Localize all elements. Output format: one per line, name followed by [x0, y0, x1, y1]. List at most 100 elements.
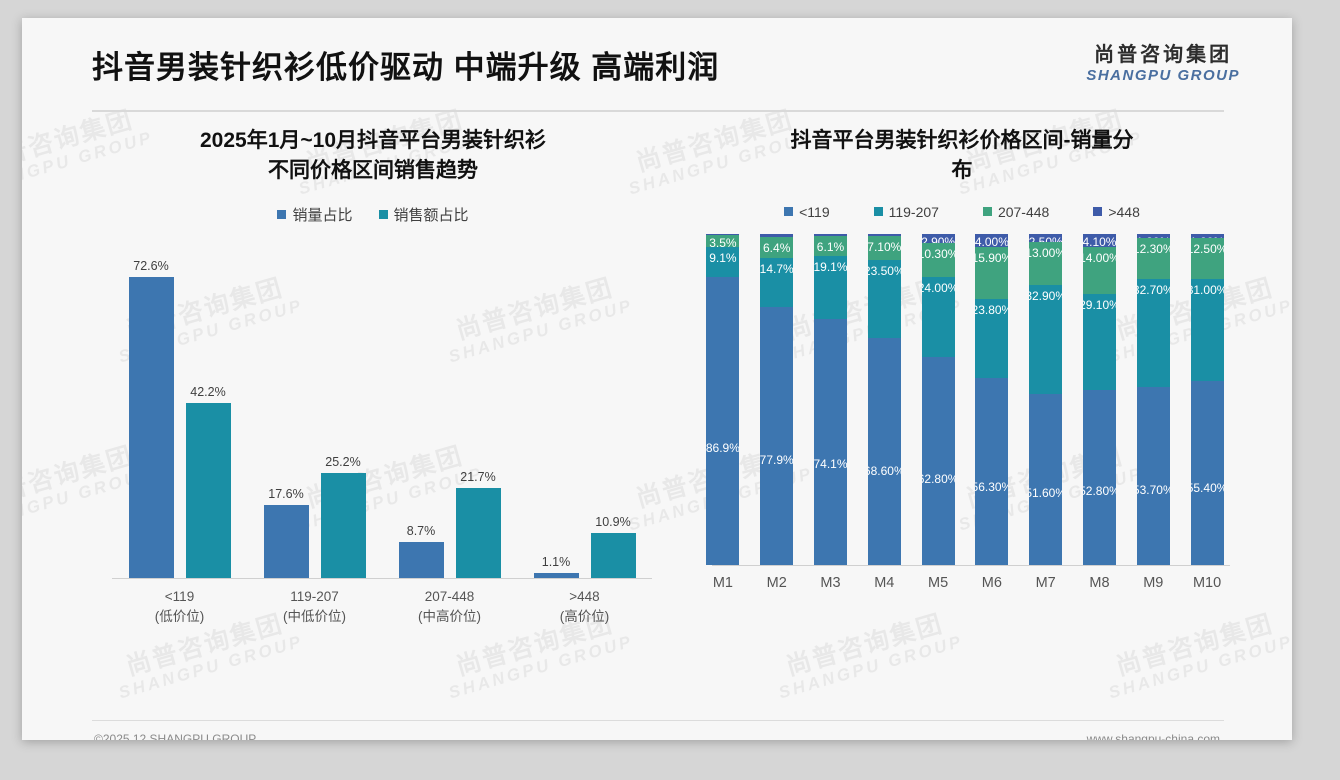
stack-segment[interactable]: 77.9% — [760, 306, 794, 565]
stack-column: 1.20% 12.50% 31.00% 55.40% — [1180, 233, 1234, 565]
stack-segment[interactable]: 86.9% — [706, 276, 740, 565]
bar-value-label: 42.2% — [190, 385, 226, 400]
header-divider — [92, 110, 1224, 112]
stack-segment[interactable]: 32.90% — [1029, 284, 1063, 394]
stacked-bar[interactable]: 0.80% 7.10% 23.50% 68.60% — [867, 233, 901, 565]
stack-segment[interactable]: 13.00% — [1029, 241, 1063, 285]
stack-segment[interactable]: 23.80% — [975, 299, 1009, 379]
stack-segment[interactable]: 62.80% — [921, 356, 955, 565]
stack-segment[interactable]: 2.90% — [921, 233, 955, 244]
stack-value-label: 12.50% — [1191, 241, 1224, 256]
stack-segment[interactable]: 3.5% — [706, 235, 740, 247]
bar-rect[interactable] — [263, 504, 309, 578]
stack-value-label: 56.30% — [975, 479, 1008, 494]
bar-column[interactable]: 72.6% — [128, 247, 174, 578]
legend-item-119[interactable]: <119 — [784, 204, 830, 220]
stacked-bar[interactable]: 0.5%3.5% 9.1% 86.9% — [706, 233, 740, 565]
stacked-bar[interactable]: 2.90% 10.30% 24.00% 62.80% — [921, 233, 955, 565]
bar-rect[interactable] — [128, 277, 174, 578]
stack-segment[interactable]: 10.30% — [921, 243, 955, 278]
bar-rect[interactable] — [185, 403, 231, 578]
stack-segment[interactable]: 2.50% — [1029, 233, 1063, 242]
stack-segment[interactable]: 4.00% — [975, 233, 1009, 247]
stack-segment[interactable]: 12.30% — [1136, 237, 1170, 279]
stacked-bar[interactable]: 4.00% 15.90% 23.80% 56.30% — [975, 233, 1009, 565]
stack-segment[interactable]: 0.7% — [813, 233, 847, 236]
stack-segment[interactable]: 1.30% — [1136, 233, 1170, 238]
stack-value-label: 0.5% — [709, 235, 736, 236]
bar-rect[interactable] — [590, 532, 636, 578]
bar-rect[interactable] — [533, 573, 579, 578]
stack-segment[interactable]: 19.1% — [813, 256, 847, 320]
chart-title-right-line1: 抖音平台男装针织衫价格区间-销量分 — [790, 129, 1134, 152]
stack-segment[interactable]: 7.10% — [867, 236, 901, 260]
legend-item-sales-amount[interactable]: 销售额占比 — [378, 204, 469, 225]
stacked-bar[interactable]: 1.20% 12.50% 31.00% 55.40% — [1190, 233, 1224, 565]
stack-segment[interactable]: 1.20% — [1190, 233, 1224, 238]
stack-value-label: 14.7% — [760, 262, 794, 277]
stacked-bar[interactable]: 1.0% 6.4% 14.7% 77.9% — [760, 233, 794, 565]
legend-label: 119-207 — [888, 203, 939, 220]
stacked-bar[interactable]: 1.30% 12.30% 32.70% 53.70% — [1136, 233, 1170, 565]
stack-segment[interactable]: 9.1% — [706, 246, 740, 277]
stack-segment[interactable]: 4.10% — [1082, 233, 1116, 248]
stack-value-label: 77.9% — [760, 452, 794, 467]
bar-column[interactable]: 8.7% — [398, 247, 444, 578]
legend-item-207-448[interactable]: 207-448 — [982, 204, 1049, 220]
bar-column[interactable]: 10.9% — [590, 247, 636, 578]
stack-column: 4.10% 14.00% 29.10% 52.80% — [1073, 233, 1127, 565]
stack-segment[interactable]: 12.50% — [1190, 237, 1224, 279]
stack-segment[interactable]: 0.80% — [867, 233, 901, 237]
stacked-bar[interactable]: 4.10% 14.00% 29.10% 52.80% — [1082, 233, 1116, 565]
bar-value-label: 17.6% — [268, 486, 304, 501]
legend-item-448[interactable]: >448 — [1093, 204, 1140, 220]
bar-rect[interactable] — [398, 541, 444, 578]
bar-column[interactable]: 25.2% — [320, 247, 366, 578]
stack-segment[interactable]: 6.4% — [760, 236, 794, 259]
stack-segment[interactable]: 6.1% — [813, 235, 847, 257]
x-axis-label: M4 — [874, 574, 895, 591]
stack-segment[interactable]: 24.00% — [921, 277, 955, 357]
stacked-bar[interactable]: 0.7% 6.1% 19.1% 74.1% — [813, 233, 847, 565]
stack-value-label: 74.1% — [813, 457, 847, 472]
stack-segment[interactable]: 74.1% — [813, 319, 847, 565]
bar-group: 72.6% 42.2% — [112, 247, 247, 578]
stack-segment[interactable]: 31.00% — [1190, 278, 1224, 382]
bar-value-label: 25.2% — [325, 455, 361, 470]
footer-divider — [92, 720, 1224, 721]
x-axis-label: M7 — [1035, 574, 1056, 591]
stack-segment[interactable]: 29.10% — [1082, 293, 1116, 390]
stack-segment[interactable]: 52.80% — [1082, 389, 1116, 565]
bar-column[interactable]: 1.1% — [533, 247, 579, 578]
stack-segment[interactable]: 14.00% — [1082, 247, 1116, 294]
stack-segment[interactable]: 14.7% — [760, 258, 794, 307]
legend-item-sales-volume[interactable]: 销量占比 — [277, 204, 353, 225]
stack-value-label: 55.40% — [1191, 481, 1224, 496]
stack-segment[interactable]: 55.40% — [1190, 381, 1224, 565]
stack-segment[interactable]: 53.70% — [1136, 386, 1170, 565]
stack-segment[interactable]: 15.90% — [975, 246, 1009, 300]
stack-value-label: 53.70% — [1137, 483, 1170, 498]
x-axis-line-right — [712, 564, 1230, 566]
stack-value-label: 3.5% — [709, 236, 737, 247]
stack-segment[interactable]: 1.0% — [760, 233, 794, 237]
stack-segment[interactable]: 0.5% — [706, 233, 740, 236]
bar-rect[interactable] — [320, 473, 366, 578]
stack-segment[interactable]: 51.60% — [1029, 393, 1063, 565]
bar-column[interactable]: 17.6% — [263, 247, 309, 578]
stack-segment[interactable]: 23.50% — [867, 259, 901, 338]
slide-canvas: 尚普咨询集团 SHANGPU GROUP 尚普咨询集团 SHANGPU GROUP 尚普… — [22, 18, 1292, 740]
bar-rect[interactable] — [455, 487, 501, 578]
stack-segment[interactable]: 68.60% — [867, 337, 901, 565]
bar-column[interactable]: 42.2% — [185, 247, 231, 578]
bar-column[interactable]: 21.7% — [455, 247, 501, 578]
stack-column: 0.80% 7.10% 23.50% 68.60% — [857, 233, 911, 565]
stacked-bar[interactable]: 2.50% 13.00% 32.90% 51.60% — [1029, 233, 1063, 565]
stack-segment[interactable]: 56.30% — [975, 378, 1009, 565]
stack-value-label: 62.80% — [922, 471, 955, 486]
stack-segment[interactable]: 32.70% — [1136, 278, 1170, 387]
x-axis-labels-right: M1 M2 M3 M4 M5 M6 M7 M8 M9 M10 — [696, 566, 1234, 591]
bar-value-label: 1.1% — [541, 555, 571, 570]
footer-website[interactable]: www.shangpu-china.com — [1086, 732, 1220, 740]
legend-item-119-207[interactable]: 119-207 — [873, 203, 939, 220]
